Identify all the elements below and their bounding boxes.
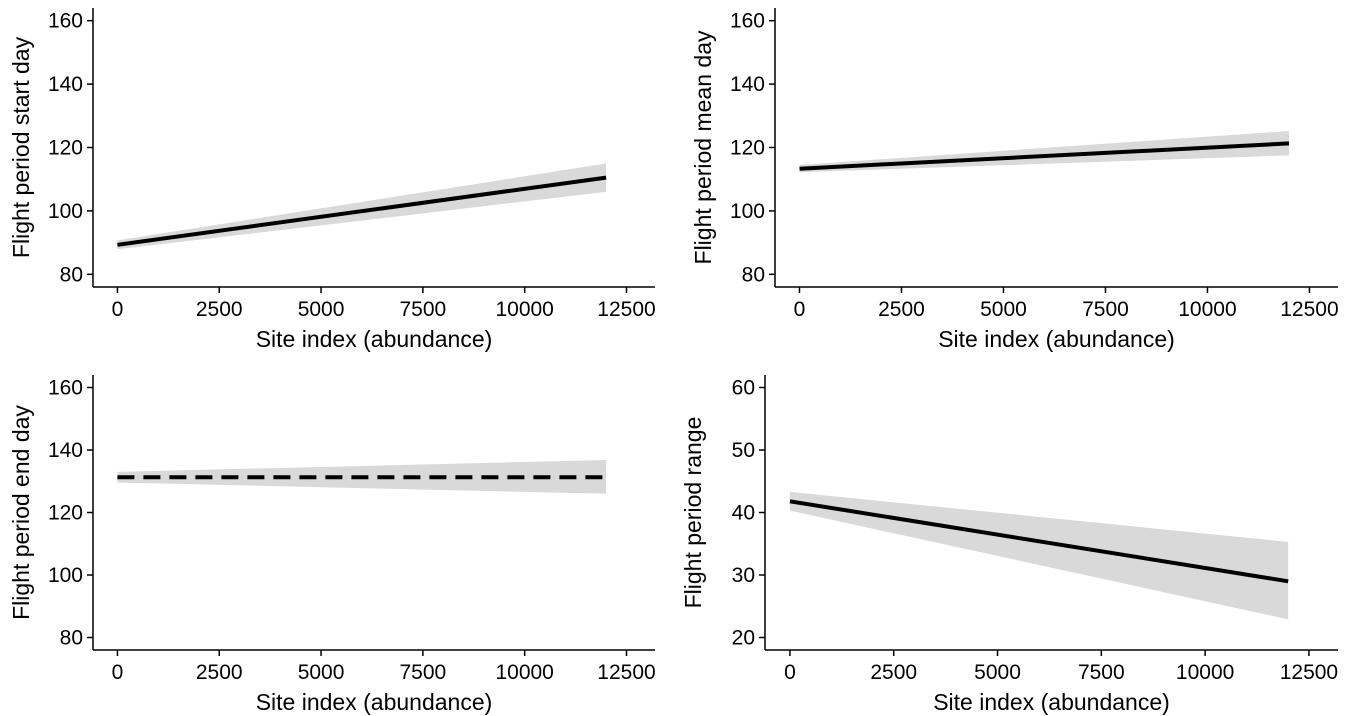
x-axis-title: Site index (abundance)	[933, 689, 1170, 715]
panel-range: 20 30 40 50 60 0 2500 5000 7500 10000 12500 Site in…	[680, 375, 1338, 715]
x-axis-title: Site index (abundance)	[256, 689, 493, 715]
y-axis-title: Flight period end day	[8, 405, 34, 620]
x-tick-label: 12500	[1280, 298, 1338, 321]
x-tick-label: 0	[112, 661, 124, 684]
y-tick-label: 40	[732, 502, 755, 525]
x-tick-label: 10000	[1178, 298, 1236, 321]
y-tick-label: 50	[732, 439, 755, 462]
fitted-line	[789, 499, 1289, 584]
y-axis-title: Flight period start day	[8, 36, 34, 258]
fitted-line	[117, 175, 607, 247]
y-tick-label: 160	[48, 377, 83, 400]
panel-start-day: 80 100 120 140 160 0 2500 5000 7500 10000 12500 Sit…	[8, 8, 656, 352]
x-tick-label: 5000	[980, 298, 1027, 321]
y-axis-title: Flight period range	[680, 417, 706, 609]
x-tick-label: 7500	[1078, 661, 1125, 684]
y-tick-label: 80	[742, 263, 765, 286]
x-tick-label: 5000	[298, 298, 345, 321]
y-tick-label: 20	[732, 627, 755, 650]
panel-mean-day: 80 100 120 140 160 0 2500 5000 7500 10000 12500 Sit…	[690, 8, 1339, 352]
fitted-line	[799, 141, 1290, 171]
y-tick-label: 120	[48, 502, 83, 525]
x-tick-label: 12500	[1280, 661, 1338, 684]
y-tick-label: 100	[48, 564, 83, 587]
x-tick-label: 10000	[495, 661, 553, 684]
x-axis-title: Site index (abundance)	[256, 326, 493, 352]
x-tick-label: 5000	[298, 661, 345, 684]
x-axis-title: Site index (abundance)	[938, 326, 1175, 352]
x-tick-label: 2500	[878, 298, 925, 321]
y-tick-label: 100	[48, 200, 83, 223]
x-tick-label: 5000	[974, 661, 1021, 684]
y-tick-label: 80	[60, 263, 83, 286]
x-tick-label: 10000	[1176, 661, 1234, 684]
x-tick-label: 12500	[597, 298, 655, 321]
panel-end-day: 80 100 120 140 160 0 2500 5000 7500 10000 12500 Sit…	[8, 375, 656, 715]
x-tick-label: 2500	[196, 298, 243, 321]
y-tick-label: 30	[732, 564, 755, 587]
x-tick-label: 7500	[1082, 298, 1129, 321]
y-tick-label: 140	[48, 73, 83, 96]
x-tick-label: 10000	[495, 298, 553, 321]
y-tick-label: 100	[730, 200, 765, 223]
y-tick-label: 160	[48, 10, 83, 33]
y-tick-label: 160	[730, 10, 765, 33]
x-tick-label: 2500	[196, 661, 243, 684]
x-tick-label: 2500	[870, 661, 917, 684]
y-tick-label: 140	[730, 73, 765, 96]
x-tick-label: 12500	[597, 661, 655, 684]
x-tick-label: 0	[112, 298, 124, 321]
y-tick-label: 140	[48, 439, 83, 462]
y-tick-label: 60	[732, 377, 755, 400]
y-tick-label: 120	[730, 137, 765, 160]
x-tick-label: 7500	[400, 298, 447, 321]
y-axis-title: Flight period mean day	[690, 30, 716, 264]
x-tick-label: 0	[784, 661, 796, 684]
x-tick-label: 7500	[400, 661, 447, 684]
confidence-ribbon	[789, 491, 1289, 620]
y-tick-label: 80	[60, 627, 83, 650]
y-tick-label: 120	[48, 137, 83, 160]
x-tick-label: 0	[794, 298, 806, 321]
